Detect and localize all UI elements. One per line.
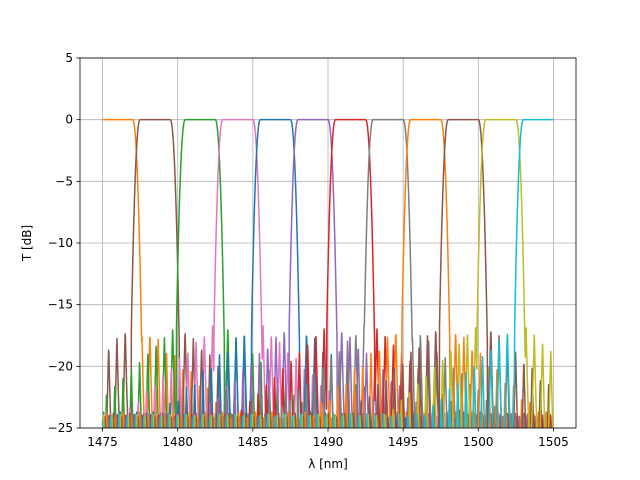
x-tick-label: 1475 [87,435,118,449]
series-group [101,118,554,428]
y-tick-label: −15 [48,298,73,312]
series-line [104,118,552,428]
y-tick-label: 0 [65,113,73,127]
series-line [106,118,554,428]
y-tick-label: −5 [55,174,73,188]
y-axis-label: T [dB] [20,225,34,262]
y-axis: 5 0 −5 −10 −15 −20 −25 [48,51,80,435]
x-axis: 1475 1480 1485 1490 1495 1500 1505 [87,428,569,449]
series-line [102,118,554,428]
x-tick-label: 1500 [463,435,494,449]
y-tick-label: −25 [48,421,73,435]
x-tick-label: 1495 [388,435,419,449]
y-tick-label: −20 [48,359,73,373]
series-line [101,118,550,428]
x-tick-label: 1485 [238,435,269,449]
x-tick-label: 1490 [313,435,344,449]
y-tick-label: 5 [65,51,73,65]
series-line [103,118,551,428]
series-line [102,118,548,428]
series-line [108,118,552,428]
x-axis-label: λ [nm] [308,457,348,471]
x-tick-label: 1480 [162,435,193,449]
x-tick-label: 1505 [538,435,569,449]
y-tick-label: −10 [48,236,73,250]
